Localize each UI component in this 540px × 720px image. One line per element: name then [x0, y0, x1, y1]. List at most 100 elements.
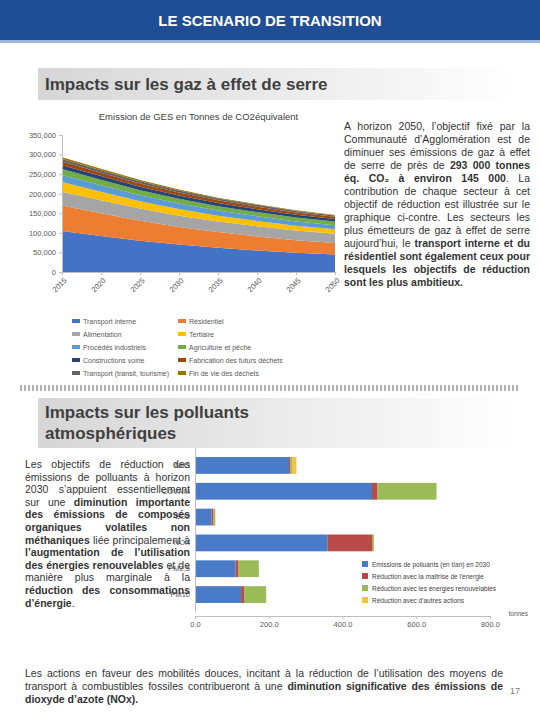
legend-item: Réduction avec d'autres actions — [362, 597, 465, 604]
bar — [195, 483, 372, 500]
tick: 2020 — [90, 272, 108, 294]
legend-swatch — [362, 573, 368, 579]
legend-swatch — [72, 319, 80, 323]
legend-label: Emissions de polluants (en t/an) en 2030 — [372, 561, 490, 569]
tick: 400.0 — [334, 616, 353, 629]
legend-item: Alimentation — [72, 331, 122, 338]
tick-mark — [335, 272, 336, 275]
tick-mark — [59, 174, 62, 175]
bar — [195, 586, 241, 603]
tick-mark — [59, 155, 62, 156]
tick-label: 200,000 — [29, 190, 56, 199]
section-band — [38, 68, 518, 100]
bar — [292, 457, 296, 474]
tick-label: 300,000 — [29, 150, 56, 159]
tick: 800.0 — [481, 616, 500, 629]
tick-mark — [490, 616, 491, 619]
legend-item: Résidentiel — [178, 318, 224, 325]
tick: 300,000 — [29, 150, 62, 159]
legend-item: Tertiaire — [178, 331, 214, 338]
tick-label: 2035 — [207, 276, 225, 294]
tick-label: 2040 — [246, 276, 264, 294]
tick: 2050 — [324, 272, 342, 294]
tick-mark — [59, 213, 62, 214]
bar — [378, 483, 437, 500]
tick-mark — [101, 272, 102, 275]
legend-item: Emissions de polluants (en t/an) en 2030 — [362, 561, 490, 569]
tick: 200.0 — [260, 616, 279, 629]
tick-mark — [296, 272, 297, 275]
tick-label: 2050 — [324, 276, 342, 294]
tick: 2015 — [51, 272, 69, 294]
axis-line — [196, 617, 491, 620]
bar — [195, 457, 289, 474]
legend-swatch — [178, 345, 186, 349]
bar — [241, 586, 244, 603]
tick-label: 2045 — [285, 276, 303, 294]
legend: Emissions de polluants (en t/an) en 2030… — [362, 561, 497, 604]
legend-label: Réduction avec les énergies renouvelable… — [372, 585, 497, 593]
tick: 100,000 — [29, 229, 62, 238]
legend-item: Constructions voirie — [72, 357, 145, 364]
separator — [20, 385, 520, 391]
tick-mark — [269, 616, 270, 619]
legend-label: Réduction avec la maîtrise de l'énergie — [372, 573, 484, 581]
tick-mark — [218, 272, 219, 275]
legend-swatch — [362, 597, 368, 603]
tick-label: 100,000 — [29, 229, 56, 238]
banner-title: LE SCENARIO DE TRANSITION — [158, 12, 381, 29]
y-axis: 050,000100,000150,000200,000250,000300,0… — [29, 131, 63, 277]
bold-text: réduction des consommations d’énergie — [25, 584, 190, 609]
tick-mark — [416, 616, 417, 619]
tick-mark — [195, 616, 196, 619]
tick-mark — [59, 252, 62, 253]
legend-label: Transport interne — [83, 318, 136, 326]
axis-line — [195, 449, 196, 613]
bar — [373, 535, 374, 552]
tick-mark — [59, 233, 62, 234]
tick: 2025 — [129, 272, 147, 294]
tick-label: 2015 — [51, 276, 69, 294]
legend-label: Transport (transit, tourisme) — [83, 370, 169, 378]
tick: 0.0 — [190, 616, 200, 629]
bar — [195, 509, 212, 526]
tick-mark — [59, 272, 62, 273]
legend-label: Tertiaire — [189, 331, 214, 338]
x-axis: 2015 2020 2025 2030 2035 2040 2045 2050 — [51, 272, 342, 294]
tick: 0 — [52, 268, 62, 277]
tick-mark — [62, 272, 63, 275]
legend-label: Procédés industriels — [83, 344, 147, 351]
legend-swatch — [362, 561, 368, 567]
tick: 2035 — [207, 272, 225, 294]
legend-swatch — [178, 371, 186, 375]
axis-line — [63, 273, 336, 276]
legend-label: Alimentation — [83, 331, 122, 338]
tick-label: 0.0 — [190, 620, 200, 629]
legend-swatch — [362, 585, 368, 591]
tick: 150,000 — [29, 209, 62, 218]
bar — [244, 586, 266, 603]
legend-label: Constructions voirie — [83, 357, 145, 364]
legend: Transport interne Résidentiel Alimentation… — [72, 318, 283, 378]
banner-rule — [0, 40, 540, 43]
axis-line — [59, 136, 63, 273]
legend-swatch — [178, 332, 186, 336]
bar — [195, 560, 236, 577]
bar — [195, 535, 328, 552]
legend-swatch — [178, 319, 186, 323]
tick-label: 0 — [52, 268, 56, 277]
paragraph: Les actions en faveur des mobilités douc… — [25, 667, 503, 706]
section-title: Impacts sur les polluants atmosphériques — [45, 402, 285, 444]
legend-item: Réduction avec la maîtrise de l'énergie — [362, 573, 484, 581]
legend-item: Transport (transit, tourisme) — [72, 370, 169, 378]
area-series — [62, 157, 335, 215]
legend-swatch — [72, 332, 80, 336]
tick-mark — [140, 272, 141, 275]
axis-title: tonnes — [508, 610, 528, 617]
tick-label: 2030 — [168, 276, 186, 294]
tick-label: 2025 — [129, 276, 147, 294]
legend-label: Résidentiel — [189, 318, 224, 325]
tick-label: 350,000 — [29, 131, 56, 140]
tick: 50,000 — [33, 248, 62, 257]
tick-mark — [257, 272, 258, 275]
